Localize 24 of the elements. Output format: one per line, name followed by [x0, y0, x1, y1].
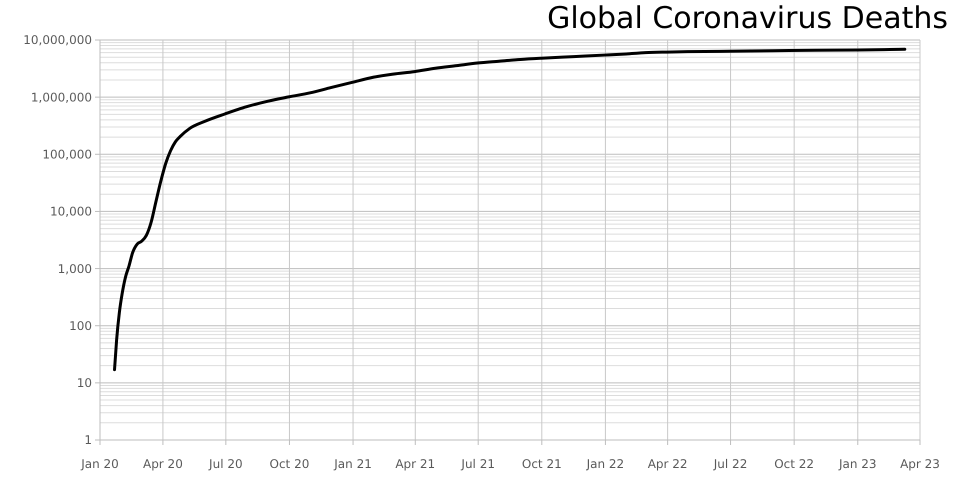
x-tick-label: Oct 21 — [522, 457, 562, 471]
x-tick-label: Apr 21 — [395, 457, 436, 471]
line-series — [113, 48, 906, 372]
y-tick-label: 100 — [69, 318, 92, 333]
x-tick-label: Oct 22 — [774, 457, 814, 471]
y-tick-label: 1 — [84, 433, 92, 448]
x-tick-label: Jul 21 — [460, 457, 495, 471]
chart-title: Global Coronavirus Deaths — [547, 1, 948, 36]
x-tick-label: Jan 23 — [838, 457, 877, 471]
x-tick-label: Jul 22 — [712, 457, 748, 471]
x-tick-label: Apr 22 — [648, 457, 688, 471]
x-tick-label: Jan 20 — [80, 457, 119, 471]
y-tick-label: 10,000 — [50, 204, 92, 219]
x-tick-label: Jul 20 — [208, 457, 243, 471]
y-tick-label: 10,000,000 — [23, 33, 92, 48]
x-tick-label: Apr 20 — [142, 457, 183, 471]
y-tick-label: 10 — [76, 376, 92, 390]
y-tick-label: 100,000 — [42, 147, 92, 162]
x-tick-label: Jan 21 — [333, 457, 372, 471]
y-tick-label: 1,000 — [58, 262, 92, 276]
x-tick-label: Oct 20 — [270, 457, 310, 471]
x-tick-label: Jan 22 — [586, 457, 624, 471]
x-tick-label: Apr 23 — [900, 457, 940, 471]
y-tick-label: 1,000,000 — [30, 90, 92, 104]
